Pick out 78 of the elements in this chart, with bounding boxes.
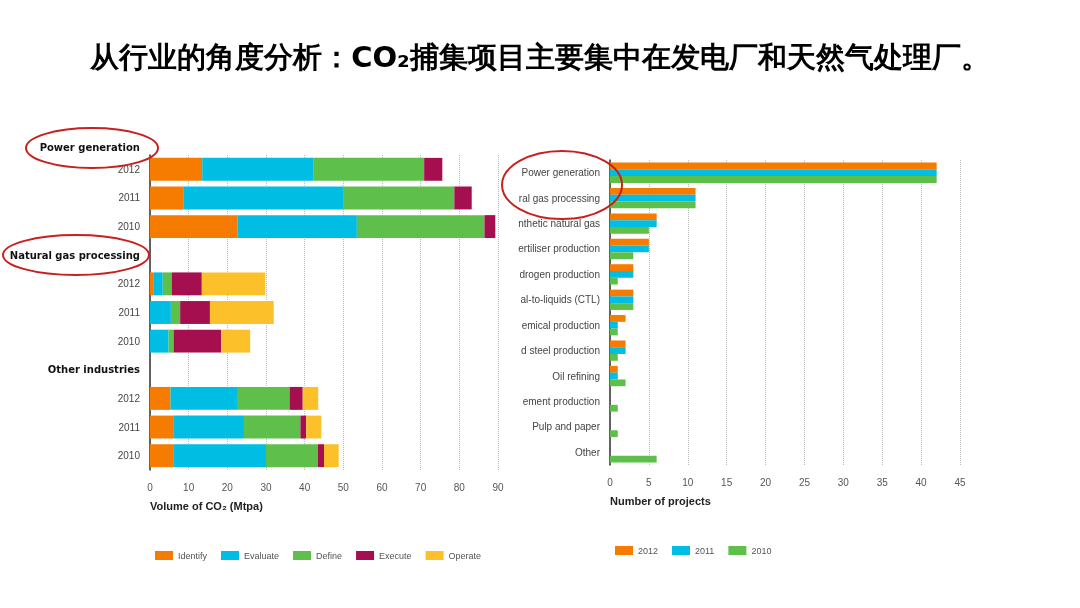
chart-title: 从行业的角度分析：CO₂捕集项目主要集中在发电厂和天然气处理厂。: [89, 39, 991, 76]
y-tick-label: 2010: [117, 450, 141, 462]
x-tick-label: 0: [147, 481, 154, 493]
x-tick-label: 15: [721, 476, 733, 488]
y-tick-label: d steel production: [521, 345, 600, 357]
text: Natural gas processing: [9, 249, 140, 261]
legend-label: Execute: [379, 550, 412, 561]
x-tick-label: 40: [299, 481, 311, 493]
x-tick-label: 30: [260, 481, 272, 493]
bar: [610, 238, 649, 246]
legend-label: Define: [316, 550, 343, 561]
bar: [610, 270, 634, 278]
y-tick-label: 2010: [117, 335, 141, 347]
bar: [610, 303, 634, 310]
bar: [610, 213, 657, 221]
bar: [610, 169, 937, 177]
y-tick-label: ral gas processing: [518, 192, 600, 204]
y-tick-label: Power generation: [521, 167, 600, 179]
text: Other industries: [47, 364, 141, 376]
bar: [610, 354, 618, 361]
x-tick-label: 0: [607, 476, 614, 488]
x-tick-label: 70: [415, 481, 427, 493]
y-tick-label: Pulp and paper: [532, 421, 601, 433]
bar: [610, 296, 634, 304]
y-tick-label: 2010: [117, 221, 141, 233]
y-tick-label: al-to-liquids (CTL): [520, 294, 600, 306]
x-tick-label: 20: [221, 481, 234, 493]
y-tick-label: drogen production: [519, 268, 600, 280]
x-tick-label: 40: [915, 476, 928, 488]
y-tick-label: 2011: [118, 192, 141, 204]
x-tick-label: 10: [682, 476, 694, 488]
bar: [610, 365, 618, 373]
bar: [610, 315, 626, 322]
bar: [610, 347, 626, 355]
y-tick-label: 2011: [118, 421, 141, 433]
legend-label: 2011: [695, 545, 715, 556]
x-tick-label: 10: [183, 481, 195, 493]
y-tick-label: Oil refining: [552, 370, 600, 382]
y-tick-label: 2012: [117, 392, 141, 404]
x-tick-label: 30: [837, 476, 850, 488]
x-axis-title: Number of projects: [610, 494, 711, 507]
x-tick-label: 35: [876, 476, 889, 488]
bar: [610, 430, 618, 438]
x-tick-label: 5: [646, 476, 653, 488]
bar: [610, 328, 618, 336]
y-tick-label: nthetic natural gas: [518, 218, 600, 230]
bar: [610, 340, 626, 348]
y-tick-label: 2012: [117, 278, 141, 290]
y-tick-label: ertiliser production: [518, 243, 600, 255]
x-tick-label: 50: [337, 481, 350, 493]
bar: [610, 220, 657, 227]
legend-label: Evaluate: [244, 550, 280, 561]
bar: [610, 226, 649, 234]
x-axis-title: Volume of CO₂ (Mtpa): [150, 499, 264, 512]
x-tick-label: 80: [453, 481, 466, 493]
bar: [610, 379, 626, 387]
bar: [610, 176, 937, 183]
bar: [610, 264, 634, 271]
bar: [610, 404, 618, 412]
bar: [610, 252, 634, 260]
x-tick-label: 25: [798, 476, 811, 488]
bar: [610, 321, 618, 329]
legend-label: Operate: [448, 550, 482, 561]
legend-label: Identify: [178, 550, 208, 561]
legend-label: 2010: [751, 545, 772, 556]
x-tick-label: 20: [759, 476, 772, 488]
x-tick-label: 60: [376, 481, 388, 493]
x-tick-label: 90: [492, 481, 504, 493]
y-tick-label: Other: [574, 446, 601, 458]
bar: [610, 277, 618, 285]
bar: [610, 187, 696, 195]
bar: [610, 194, 696, 202]
legend-label: 2012: [638, 545, 659, 556]
y-tick-label: ement production: [522, 395, 600, 407]
y-tick-label: 2011: [118, 307, 141, 318]
x-tick-label: 45: [954, 476, 966, 488]
y-tick-label: emical production: [521, 319, 600, 331]
bar: [610, 372, 618, 380]
